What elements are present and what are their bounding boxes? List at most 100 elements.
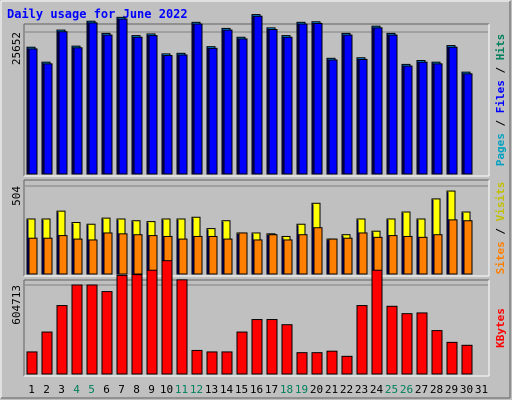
- x-tick-label-25: 25: [385, 383, 398, 396]
- bar-hits-files-22: [343, 34, 353, 175]
- bar-hits-files-9: [148, 35, 158, 175]
- x-tick-label-15: 15: [235, 383, 248, 396]
- bar-visits-sites-30: [463, 220, 473, 275]
- bar-hits-files-24: [373, 27, 383, 175]
- bar-visits-sites-1: [28, 237, 38, 275]
- x-tick-label-23: 23: [355, 383, 368, 396]
- bar-hits-files-18: [283, 36, 293, 175]
- x-tick-label-16: 16: [250, 383, 263, 396]
- panel-kbytes-legend: KBytes: [494, 308, 507, 348]
- bar-hits-files-20: [313, 22, 323, 175]
- x-axis-labels: 1 2 3 4 5 6 7 8 9 10 11 12 13 14 15 16 17 18 19 20 21 22 23 24 2…: [28, 383, 488, 396]
- x-tick-label-7: 7: [118, 383, 125, 396]
- bar-hits-files-16: [253, 15, 263, 175]
- bar-hits-files-5: [88, 22, 98, 175]
- bar-kbytes-kbytes-23: [356, 305, 368, 375]
- x-tick-label-29: 29: [445, 383, 458, 396]
- bar-hits-files-30: [463, 73, 473, 175]
- bar-visits-sites-8: [133, 234, 143, 275]
- bar-hits-files-3: [58, 31, 68, 175]
- panel-kbytes-legend-item-0: KBytes: [494, 308, 507, 348]
- x-tick-label-9: 9: [148, 383, 155, 396]
- bar-visits-sites-27: [418, 236, 428, 275]
- x-tick-label-26: 26: [400, 383, 413, 396]
- bar-kbytes-kbytes-16: [251, 319, 263, 375]
- bar-hits-files-8: [133, 36, 143, 175]
- x-tick-label-19: 19: [295, 383, 308, 396]
- bar-visits-sites-17: [268, 234, 278, 275]
- bar-hits-files-17: [268, 29, 278, 175]
- bar-hits-files-25: [388, 34, 398, 175]
- panel-visits-ytick-label: 504: [10, 186, 23, 206]
- bar-kbytes-kbytes-17: [266, 319, 278, 375]
- x-tick-label-3: 3: [58, 383, 65, 396]
- bar-visits-sites-19: [298, 234, 308, 275]
- x-tick-label-2: 2: [43, 383, 50, 396]
- bar-visits-sites-23: [358, 232, 368, 275]
- panel-kbytes-ytick-label: 604713: [10, 285, 23, 325]
- bar-hits-files-21: [328, 59, 338, 175]
- x-tick-label-12: 12: [190, 383, 203, 396]
- bar-visits-sites-22: [343, 237, 353, 275]
- bar-kbytes-kbytes-26: [401, 313, 413, 375]
- panel-hits-legend-item-1: /: [494, 113, 507, 133]
- x-tick-label-24: 24: [370, 383, 384, 396]
- x-tick-label-30: 30: [460, 383, 473, 396]
- bar-hits-files-28: [433, 63, 443, 175]
- panel-hits-legend-item-2: Files: [494, 80, 507, 113]
- x-tick-label-28: 28: [430, 383, 443, 396]
- panel-hits-legend-item-4: Hits: [494, 34, 507, 61]
- bar-kbytes-kbytes-22: [341, 355, 353, 375]
- bar-visits-sites-25: [388, 235, 398, 275]
- bar-kbytes-kbytes-10: [161, 260, 173, 375]
- bar-hits-files-10: [163, 55, 173, 175]
- bar-kbytes-kbytes-13: [206, 351, 218, 375]
- bar-kbytes-kbytes-15: [236, 331, 248, 375]
- panel-visits-legend-item-2: Visits: [494, 182, 507, 222]
- x-tick-label-21: 21: [325, 383, 338, 396]
- bar-hits-files-29: [448, 46, 458, 175]
- panel-hits-legend: Pages / Files / Hits: [494, 34, 507, 167]
- bar-kbytes-kbytes-29: [446, 341, 458, 375]
- x-tick-label-13: 13: [205, 383, 218, 396]
- x-tick-label-18: 18: [280, 383, 293, 396]
- panel-visits-legend-item-1: /: [494, 221, 507, 241]
- bar-visits-sites-14: [223, 238, 233, 275]
- bar-kbytes-kbytes-24: [371, 269, 383, 375]
- bar-kbytes-kbytes-6: [101, 291, 113, 375]
- bar-hits-files-14: [223, 29, 233, 175]
- bar-visits-sites-2: [43, 237, 53, 275]
- bar-kbytes-kbytes-9: [146, 269, 158, 375]
- bar-visits-sites-4: [73, 238, 83, 275]
- bar-visits-sites-20: [313, 227, 323, 275]
- panel-visits-legend-item-0: Sites: [494, 241, 507, 274]
- bar-kbytes-kbytes-2: [41, 331, 53, 375]
- x-tick-label-22: 22: [340, 383, 353, 396]
- bar-kbytes-kbytes-12: [191, 349, 203, 375]
- bar-visits-sites-3: [58, 235, 68, 275]
- bar-visits-sites-18: [283, 239, 293, 275]
- bar-hits-files-1: [28, 48, 38, 175]
- bar-kbytes-kbytes-30: [461, 344, 473, 375]
- x-tick-label-27: 27: [415, 383, 428, 396]
- bar-kbytes-kbytes-25: [386, 305, 398, 375]
- panel-hits-legend-item-0: Pages: [494, 133, 507, 166]
- bar-kbytes-kbytes-18: [281, 324, 293, 375]
- x-tick-label-11: 11: [175, 383, 188, 396]
- bar-hits-files-2: [43, 63, 53, 175]
- bar-hits-files-27: [418, 61, 428, 175]
- x-tick-label-10: 10: [160, 383, 173, 396]
- bar-visits-sites-7: [118, 233, 128, 275]
- bar-hits-files-13: [208, 47, 218, 175]
- bar-hits-files-15: [238, 38, 248, 175]
- x-tick-label-31: 31: [475, 383, 488, 396]
- chart-title: Daily usage for June 2022: [7, 7, 188, 21]
- bar-kbytes-kbytes-27: [416, 312, 428, 375]
- bar-visits-sites-6: [103, 232, 113, 275]
- panel-visits-legend: Sites / Visits: [494, 182, 507, 275]
- bar-visits-sites-5: [88, 239, 98, 275]
- x-tick-label-14: 14: [220, 383, 234, 396]
- x-tick-label-8: 8: [133, 383, 140, 396]
- bar-visits-sites-15: [238, 232, 248, 275]
